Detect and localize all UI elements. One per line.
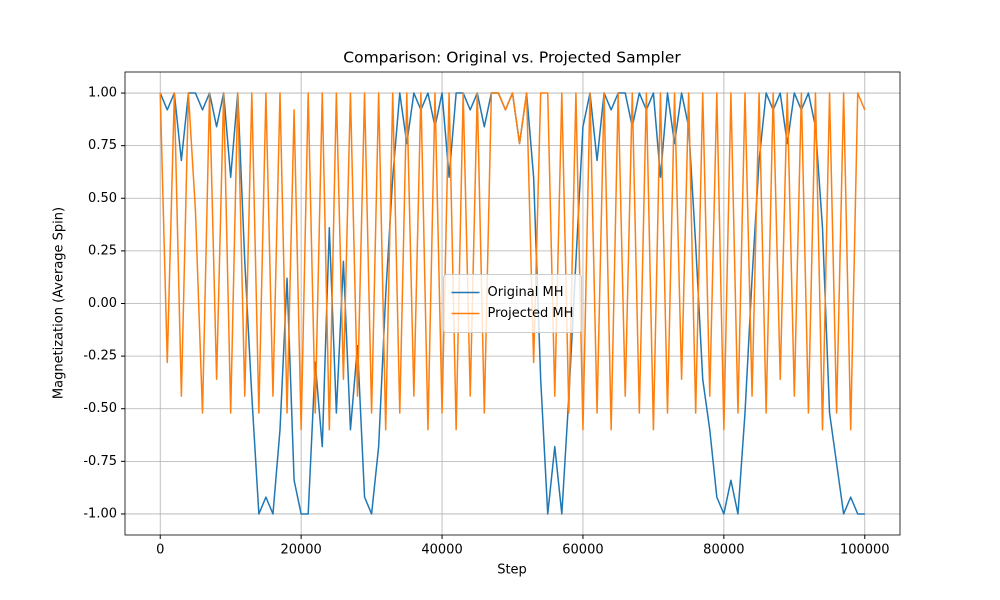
y-tick-label: 0.25 bbox=[88, 243, 117, 258]
x-tick-label: 40000 bbox=[421, 543, 462, 558]
y-tick-label: -1.00 bbox=[83, 506, 117, 521]
legend-label: Projected MH bbox=[488, 306, 574, 321]
data-line bbox=[159, 92, 866, 431]
y-tick-label: 0.00 bbox=[88, 296, 117, 311]
x-tick-label: 80000 bbox=[703, 543, 744, 558]
x-tick-label: 60000 bbox=[562, 543, 603, 558]
legend-label: Original MH bbox=[488, 285, 564, 300]
x-tick-label: 100000 bbox=[840, 543, 890, 558]
y-tick-label: -0.25 bbox=[83, 349, 117, 364]
x-tick-label: 20000 bbox=[280, 543, 321, 558]
y-tick-label: -0.75 bbox=[83, 454, 117, 469]
y-tick-label: 1.00 bbox=[88, 86, 117, 101]
x-axis-label: Step bbox=[497, 563, 527, 578]
y-tick-label: 0.50 bbox=[88, 191, 117, 206]
legend-box bbox=[443, 274, 582, 333]
y-tick-label: -0.50 bbox=[83, 401, 117, 416]
y-axis-label: Magnetization (Average Spin) bbox=[52, 207, 67, 399]
y-tick-label: 0.75 bbox=[88, 138, 117, 153]
plot-frame bbox=[124, 71, 901, 536]
chart-title: Comparison: Original vs. Projected Sampl… bbox=[343, 49, 681, 67]
x-tick-label: 0 bbox=[156, 543, 164, 558]
